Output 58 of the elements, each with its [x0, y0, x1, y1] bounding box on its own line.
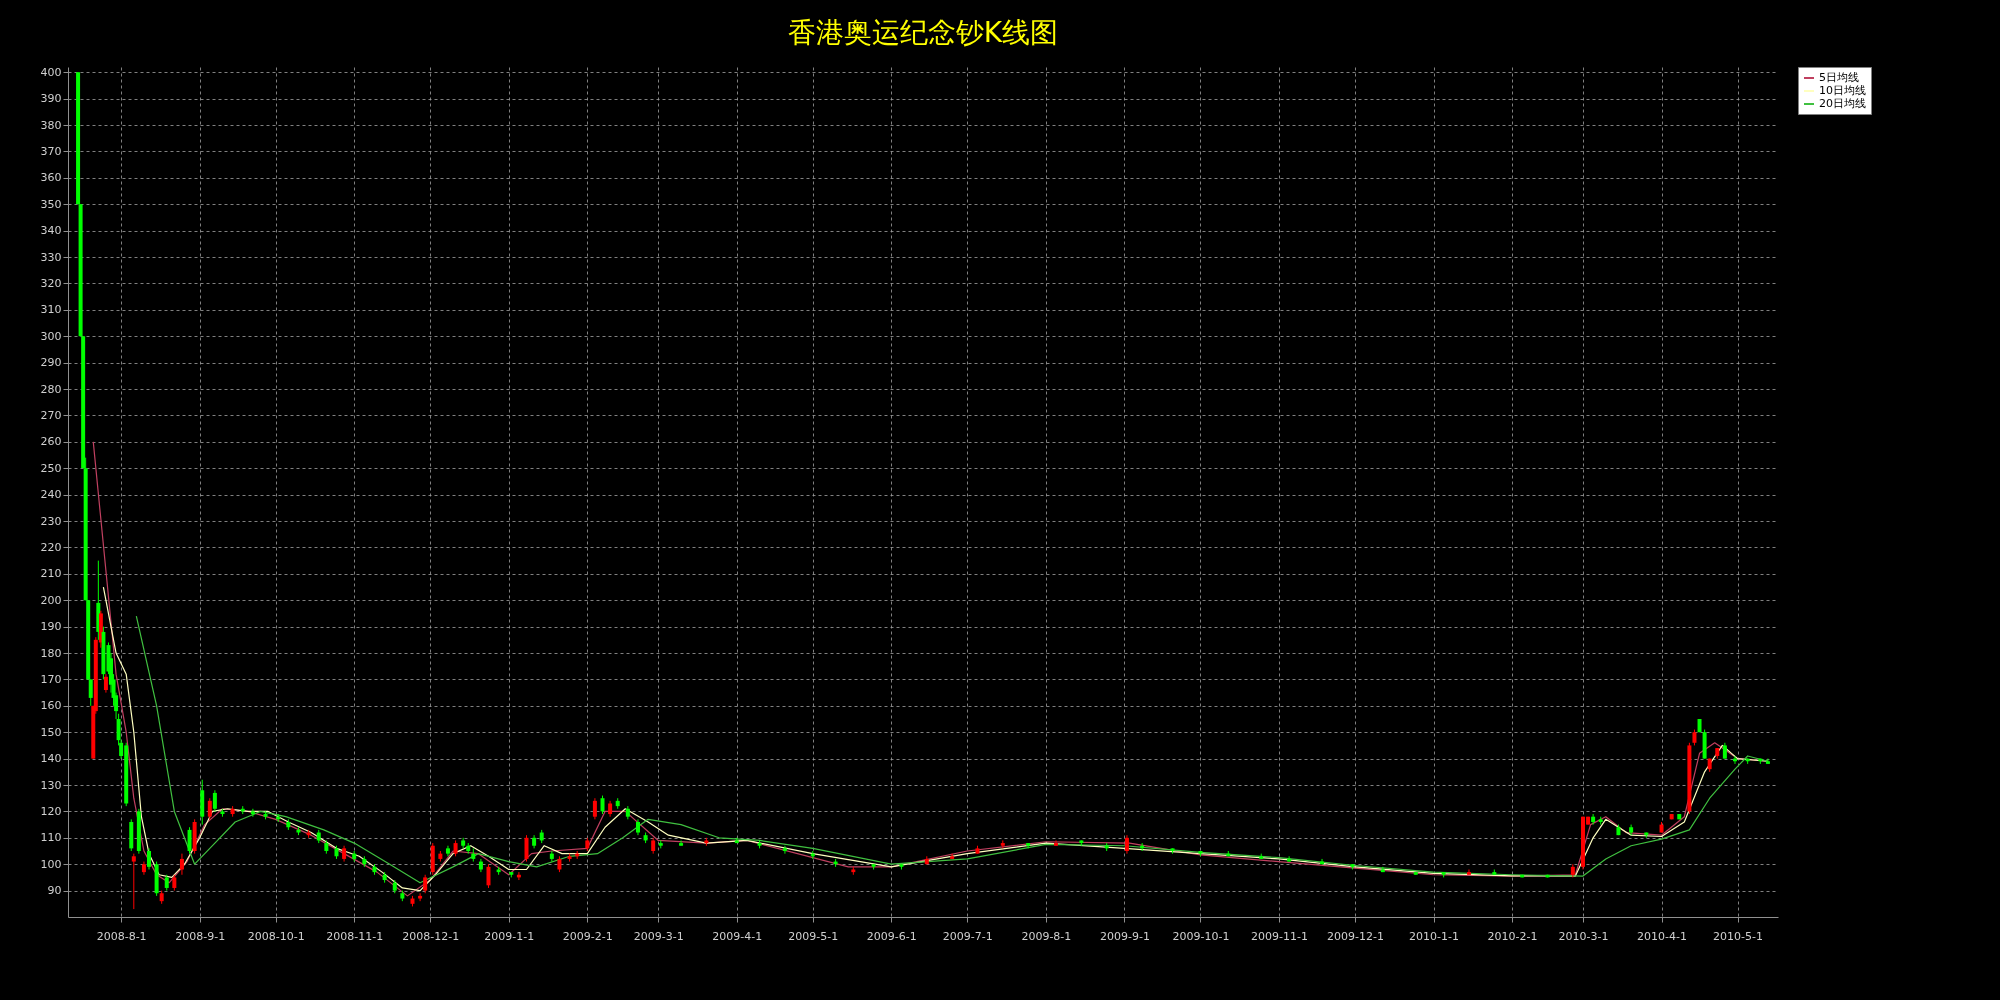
x-tick-label: 2008-11-1	[326, 929, 384, 943]
y-tick-label: 380	[40, 118, 62, 132]
x-tick-label: 2009-5-1	[788, 929, 839, 943]
x-tick-label: 2008-8-1	[96, 929, 147, 943]
chart-title: 香港奥运纪念钞K线图	[787, 16, 1059, 50]
x-tick-label: 2010-2-1	[1487, 929, 1538, 943]
x-tick-label: 2009-7-1	[942, 929, 993, 943]
x-tick-label: 2009-4-1	[712, 929, 763, 943]
x-tick-label: 2009-12-1	[1327, 929, 1384, 943]
y-tick-label: 320	[40, 276, 62, 290]
y-tick-label: 130	[40, 778, 62, 792]
y-tick-label: 350	[40, 197, 62, 211]
y-tick-label: 110	[40, 831, 62, 845]
x-tick-label: 2008-12-1	[402, 929, 460, 943]
x-tick-label: 2010-4-1	[1637, 929, 1687, 943]
x-tick-label: 2008-9-1	[175, 929, 226, 943]
y-tick-label: 170	[40, 672, 62, 686]
y-tick-label: 400	[40, 65, 62, 79]
y-tick-label: 150	[40, 725, 62, 739]
y-tick-label: 310	[40, 303, 62, 317]
y-tick-label: 220	[40, 540, 62, 554]
y-tick-label: 370	[40, 144, 62, 158]
y-tick-label: 330	[40, 250, 62, 264]
x-tick-label: 2009-8-1	[1021, 929, 1072, 943]
y-tick-label: 240	[40, 488, 62, 502]
x-tick-label: 2010-3-1	[1558, 929, 1609, 943]
y-tick-label: 120	[40, 804, 62, 818]
x-tick-label: 2009-6-1	[866, 929, 917, 943]
y-tick-label: 280	[40, 382, 62, 396]
x-tick-label: 2009-2-1	[562, 929, 613, 943]
y-tick-label: 100	[40, 857, 62, 871]
legend-label: 10日均线	[1819, 84, 1866, 97]
y-tick-label: 340	[40, 224, 62, 238]
y-tick-label: 180	[40, 646, 62, 660]
x-tick-label: 2010-1-1	[1409, 929, 1459, 943]
y-tick-label: 210	[40, 567, 62, 581]
legend-label: 5日均线	[1819, 71, 1859, 84]
y-tick-label: 140	[40, 752, 62, 766]
x-tick-label: 2009-11-1	[1250, 929, 1308, 943]
x-tick-label: 2010-5-1	[1713, 929, 1763, 943]
y-tick-label: 290	[40, 356, 62, 370]
y-tick-label: 230	[40, 514, 62, 528]
y-tick-label: 390	[40, 92, 62, 106]
y-tick-label: 270	[40, 408, 62, 422]
x-tick-label: 2009-3-1	[633, 929, 684, 943]
y-tick-label: 90	[47, 884, 62, 898]
y-tick-label: 190	[40, 620, 62, 634]
legend-label: 20日均线	[1819, 97, 1866, 110]
x-tick-label: 2009-10-1	[1172, 929, 1230, 943]
y-tick-label: 360	[40, 171, 62, 185]
y-tick-label: 300	[40, 329, 62, 343]
y-tick-label: 160	[40, 699, 62, 713]
y-tick-label: 200	[40, 593, 62, 607]
x-tick-label: 2009-1-1	[484, 929, 535, 943]
y-tick-label: 260	[40, 435, 62, 449]
y-tick-label: 250	[40, 461, 62, 475]
x-tick-label: 2009-9-1	[1099, 929, 1150, 943]
x-tick-label: 2008-10-1	[247, 929, 305, 943]
